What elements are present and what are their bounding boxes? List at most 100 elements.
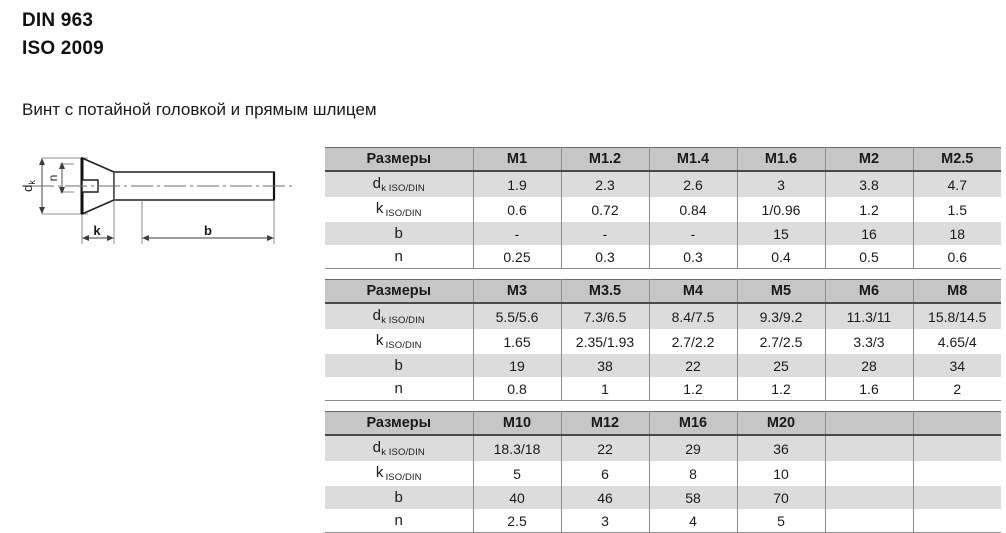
table-cell xyxy=(912,509,1001,533)
table-row: k ISO/DIN 0.6 0.72 0.84 1/0.96 1.2 1.5 xyxy=(325,197,1001,222)
table-cell: 2.7/2.5 xyxy=(736,329,826,354)
table-cell: 25 xyxy=(736,354,826,377)
table-cell xyxy=(912,461,1001,486)
column-header-sizes: Размеры xyxy=(325,279,474,304)
table-cell xyxy=(912,435,1001,461)
column-header-M8: M8 xyxy=(912,279,1001,304)
row-label-n: n xyxy=(325,377,474,401)
row-label-k: k ISO/DIN xyxy=(325,461,474,486)
table-cell: 10 xyxy=(736,461,826,486)
table-cell: 0.8 xyxy=(472,377,562,401)
table-row: n 2.5 3 4 5 xyxy=(325,509,1001,533)
table-row: k ISO/DIN 1.65 2.35/1.93 2.7/2.2 2.7/2.5 3.3/3… xyxy=(325,329,1001,354)
table-cell: 15 xyxy=(736,222,826,245)
table-row: n 0.25 0.3 0.3 0.4 0.5 0.6 xyxy=(325,245,1001,269)
table-cell: 3.8 xyxy=(824,171,914,197)
row-label-k: k ISO/DIN xyxy=(325,197,474,222)
b-arrow-left xyxy=(142,235,149,241)
column-header-M1: M1 xyxy=(472,147,562,172)
table-cell: 2 xyxy=(912,377,1001,401)
table-cell: 0.4 xyxy=(736,245,826,269)
column-header-sizes: Размеры xyxy=(325,411,474,436)
table-cell: 22 xyxy=(560,435,650,461)
table-row: b 19 38 22 25 28 34 xyxy=(325,354,1001,377)
dimension-label-n: n xyxy=(46,175,60,182)
table-cell xyxy=(824,509,914,533)
table-cell xyxy=(912,486,1001,509)
table-cell: 0.3 xyxy=(560,245,650,269)
column-header-empty xyxy=(912,411,1001,436)
k-arrow-right xyxy=(107,235,114,241)
table-cell: 3 xyxy=(560,509,650,533)
table-cell: 1 xyxy=(560,377,650,401)
table-cell: - xyxy=(472,222,562,245)
row-label-b: b xyxy=(325,354,474,377)
screw-slot xyxy=(81,179,99,193)
column-header-M4: M4 xyxy=(648,279,738,304)
table-cell: 2.35/1.93 xyxy=(560,329,650,354)
table-cell: 8 xyxy=(648,461,738,486)
n-arrow-up xyxy=(59,162,65,169)
table-cell: 5.5/5.6 xyxy=(472,303,562,329)
table-cell: 4.65/4 xyxy=(912,329,1001,354)
table-cell: 1.5 xyxy=(912,197,1001,222)
table-cell: 18 xyxy=(912,222,1001,245)
table-cell: 28 xyxy=(824,354,914,377)
table-header-row: Размеры M1 M1.2 M1.4 M1.6 M2 M2.5 xyxy=(325,147,1001,172)
row-label-d: dk ISO/DIN xyxy=(325,435,474,461)
table-cell: 0.3 xyxy=(648,245,738,269)
table-cell: 22 xyxy=(648,354,738,377)
spec-table-medium-sizes: Размеры M3 M3.5 M4 M5 M6 M8 dk ISO/DIN 5.5/5.6 7.… xyxy=(325,279,1001,401)
table-cell: 0.84 xyxy=(648,197,738,222)
column-header-M10: M10 xyxy=(472,411,562,436)
table-cell xyxy=(824,435,914,461)
dimension-label-k: k xyxy=(93,223,101,238)
table-cell: 36 xyxy=(736,435,826,461)
table-cell: 2.3 xyxy=(560,171,650,197)
table-row: b - - -15 16 18 xyxy=(325,222,1001,245)
table-cell: 1.2 xyxy=(736,377,826,401)
table-cell: 1/0.96 xyxy=(736,197,826,222)
row-label-n: n xyxy=(325,245,474,269)
table-cell: 2.7/2.2 xyxy=(648,329,738,354)
table-cell: 3 xyxy=(736,171,826,197)
table-header-row: Размеры M3 M3.5 M4 M5 M6 M8 xyxy=(325,279,1001,304)
table-cell: 0.5 xyxy=(824,245,914,269)
column-header-M6: M6 xyxy=(824,279,914,304)
table-cell: 8.4/7.5 xyxy=(648,303,738,329)
column-header-M1.6: M1.6 xyxy=(736,147,826,172)
table-row: n 0.8 1 1.2 1.2 1.6 2 xyxy=(325,377,1001,401)
column-header-M12: M12 xyxy=(560,411,650,436)
table-cell: - xyxy=(648,222,738,245)
table-row: b 40 46 58 70 xyxy=(325,486,1001,509)
table-cell: 0.6 xyxy=(472,197,562,222)
column-header-M3: M3 xyxy=(472,279,562,304)
table-cell xyxy=(824,486,914,509)
column-header-M5: M5 xyxy=(736,279,826,304)
standard-iso-title: ISO 2009 xyxy=(22,38,104,59)
table-cell: 40 xyxy=(472,486,562,509)
table-cell xyxy=(824,461,914,486)
table-cell: 3.3/3 xyxy=(824,329,914,354)
table-cell: 0.72 xyxy=(560,197,650,222)
table-cell: 4 xyxy=(648,509,738,533)
table-cell: 2.6 xyxy=(648,171,738,197)
column-header-M1.2: M1.2 xyxy=(560,147,650,172)
column-header-M2: M2 xyxy=(824,147,914,172)
table-cell: 11.3/11 xyxy=(824,303,914,329)
n-arrow-down xyxy=(59,187,65,194)
table-cell: 1.2 xyxy=(648,377,738,401)
column-header-empty xyxy=(824,411,914,436)
row-label-b: b xyxy=(325,486,474,509)
table-cell: 5 xyxy=(472,461,562,486)
table-header-row: Размеры M10 M12 M16 M20 xyxy=(325,411,1001,436)
dk-arrow-down xyxy=(39,207,45,214)
row-label-k: k ISO/DIN xyxy=(325,329,474,354)
table-cell: 1.9 xyxy=(472,171,562,197)
column-header-sizes: Размеры xyxy=(325,147,474,172)
product-description: Винт с потайной головкой и прямым шлицем xyxy=(22,100,377,119)
table-cell: 5 xyxy=(736,509,826,533)
table-cell: 46 xyxy=(560,486,650,509)
table-cell: 0.6 xyxy=(912,245,1001,269)
table-cell: 1.2 xyxy=(824,197,914,222)
